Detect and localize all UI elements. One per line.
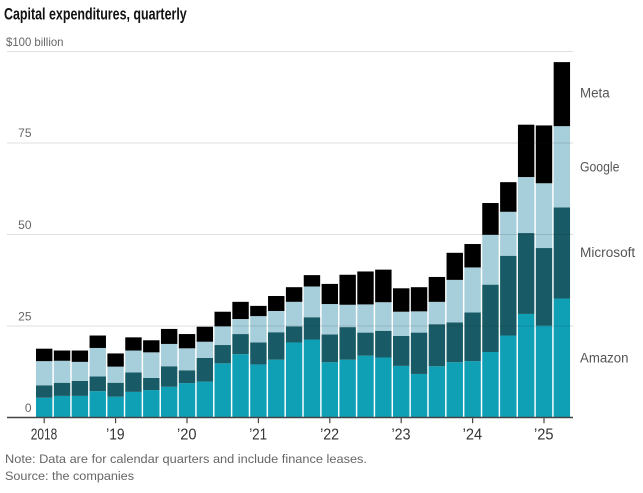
svg-text:50: 50: [18, 218, 32, 232]
svg-text:’21: ’21: [249, 426, 267, 443]
svg-text:0: 0: [25, 401, 32, 415]
svg-text:Microsoft: Microsoft: [580, 245, 635, 260]
svg-text:Capital expenditures, quarterl: Capital expenditures, quarterly: [4, 6, 187, 24]
svg-text:Source: the companies: Source: the companies: [5, 469, 134, 483]
svg-text:Amazon: Amazon: [580, 350, 629, 365]
svg-text:2018: 2018: [31, 426, 58, 443]
svg-text:’25: ’25: [534, 426, 554, 443]
svg-text:’19: ’19: [106, 426, 125, 443]
svg-text:’20: ’20: [177, 426, 197, 443]
svg-text:75: 75: [18, 126, 32, 140]
svg-text:’22: ’22: [320, 426, 339, 443]
svg-text:Note: Data are for calendar qu: Note: Data are for calendar quarters and…: [5, 452, 367, 466]
svg-text:Google: Google: [580, 159, 619, 174]
svg-text:$100 billion: $100 billion: [6, 35, 64, 49]
svg-text:25: 25: [18, 310, 32, 324]
svg-text:’24: ’24: [463, 426, 483, 443]
svg-text:Meta: Meta: [580, 86, 610, 101]
svg-text:’23: ’23: [392, 426, 411, 443]
